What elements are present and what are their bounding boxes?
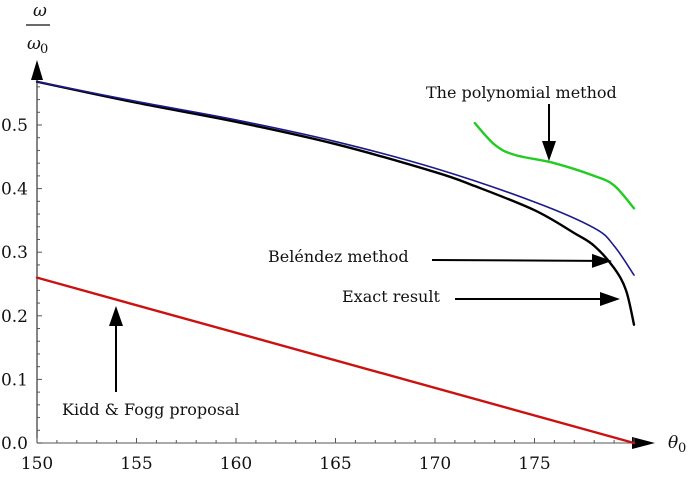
series-kidd-fogg	[35, 276, 636, 445]
y-tick-label: 0.4	[1, 180, 28, 200]
y-tick-label: 0.1	[1, 370, 28, 390]
y-label-numerator: ω	[33, 1, 47, 21]
annotation-polynomial: The polynomial method	[426, 83, 617, 102]
annotation-arrows	[109, 104, 620, 392]
x-tick-label: 170	[419, 454, 451, 474]
y-tick-label: 0.0	[1, 434, 28, 454]
arrow-kidd-fogg-icon	[109, 306, 123, 392]
series-polynomial	[473, 121, 636, 210]
x-label-subscript: 0	[678, 441, 686, 456]
axes	[31, 60, 655, 449]
ticks: 150 155 160 165 170 175 0.0 0.1 0.2 0.3 0.4 0.5	[1, 86, 635, 474]
annotation-belendez: Beléndez method	[268, 247, 409, 266]
series-lines	[35, 80, 636, 445]
annotation-exact: Exact result	[342, 287, 440, 306]
arrow-polynomial-icon	[542, 104, 556, 161]
series-exact	[35, 80, 636, 326]
y-axis-arrowhead-icon	[31, 60, 43, 80]
series-belendez	[36, 80, 635, 276]
y-label-subscript: 0	[40, 42, 48, 57]
x-tick-label: 155	[120, 454, 152, 474]
x-label-theta: θ	[668, 433, 678, 453]
annotation-kidd-fogg: Kidd & Fogg proposal	[62, 400, 240, 419]
arrow-belendez-icon	[431, 253, 612, 268]
y-axis-label: ω ω 0	[26, 1, 50, 57]
arrow-exact-icon	[455, 292, 620, 306]
x-tick-label: 150	[21, 454, 53, 474]
x-tick-label: 165	[319, 454, 351, 474]
y-tick-label: 0.3	[1, 243, 28, 263]
y-label-denominator: ω	[27, 34, 41, 54]
x-tick-label: 175	[518, 454, 550, 474]
y-tick-label: 0.2	[1, 307, 28, 327]
x-tick-label: 160	[220, 454, 252, 474]
x-axis-label: θ 0	[668, 433, 686, 456]
y-tick-label: 0.5	[1, 116, 28, 136]
x-axis-arrowhead-icon	[632, 437, 655, 449]
